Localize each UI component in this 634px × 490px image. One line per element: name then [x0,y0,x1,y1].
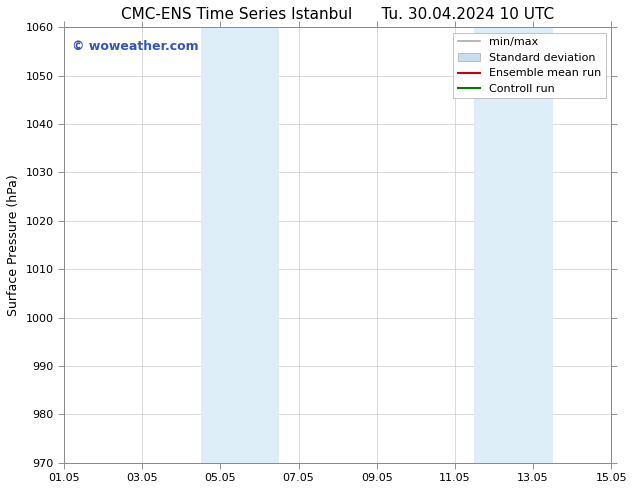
Y-axis label: Surface Pressure (hPa): Surface Pressure (hPa) [7,174,20,316]
Legend: min/max, Standard deviation, Ensemble mean run, Controll run: min/max, Standard deviation, Ensemble me… [453,33,605,98]
Text: © woweather.com: © woweather.com [72,40,199,53]
Bar [514,27,553,463]
Bar [474,27,514,463]
Title: CMC-ENS Time Series Istanbul      Tu. 30.04.2024 10 UTC: CMC-ENS Time Series Istanbul Tu. 30.04.2… [121,7,554,22]
Bar [201,27,240,463]
Bar [240,27,279,463]
